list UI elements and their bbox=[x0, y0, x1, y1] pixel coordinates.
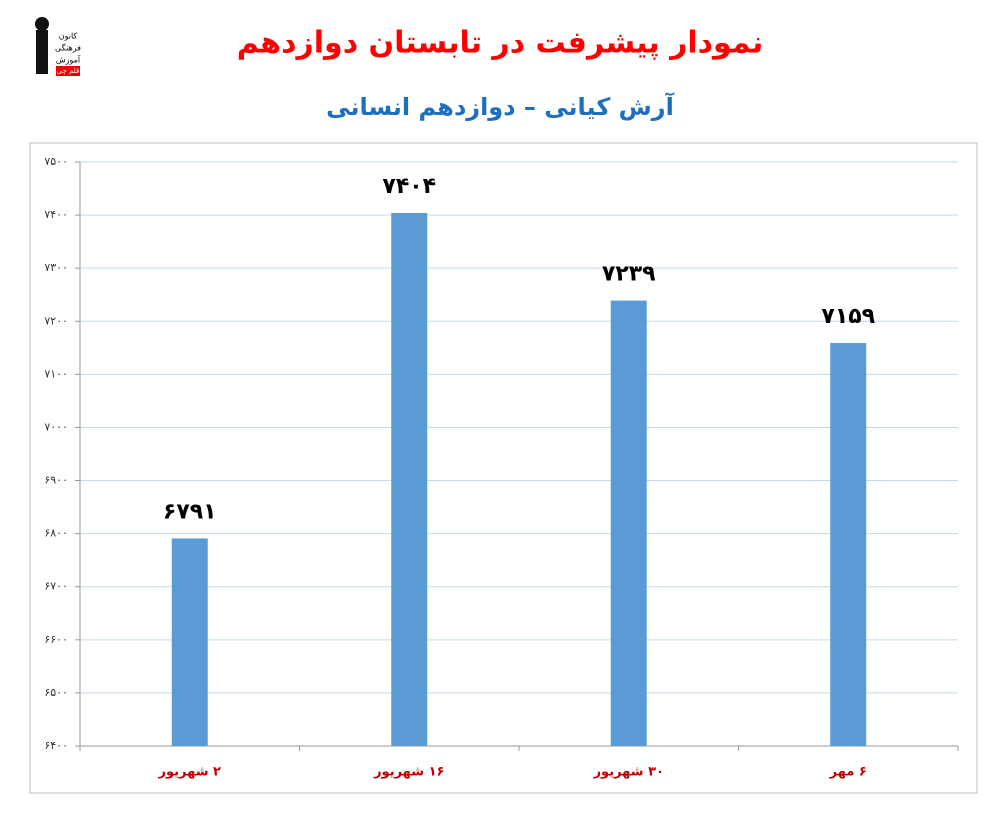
y-tick-label: ۷۱۰۰ bbox=[44, 367, 68, 380]
y-tick-label: ۷۴۰۰ bbox=[44, 208, 68, 221]
logo-figure bbox=[36, 30, 48, 74]
logo-text: کانون bbox=[59, 32, 78, 41]
x-tick-label: ۳۰ شهریور bbox=[593, 765, 664, 780]
y-tick-label: ۶۷۰۰ bbox=[44, 580, 68, 593]
y-tick-label: ۶۵۰۰ bbox=[44, 686, 68, 699]
x-tick-label: ۶ مهر bbox=[829, 765, 867, 780]
chart-title: نمودار پیشرفت در تابستان دوازدهم bbox=[237, 26, 763, 61]
y-tick-label: ۷۳۰۰ bbox=[44, 261, 68, 274]
bar bbox=[610, 300, 647, 746]
bar bbox=[391, 212, 428, 746]
y-tick-label: ۷۲۰۰ bbox=[44, 314, 68, 327]
chart-frame bbox=[29, 142, 978, 794]
value-label: ۷۴۰۴ bbox=[382, 174, 436, 199]
y-tick-label: ۶۶۰۰ bbox=[44, 633, 68, 646]
y-tick-label: ۶۴۰۰ bbox=[44, 739, 68, 752]
chart-subtitle: آرش کیانی – دوازدهم انسانی bbox=[326, 92, 674, 121]
bar bbox=[830, 343, 867, 746]
logo: کانون فرهنگی آموزش قلم چی bbox=[35, 17, 81, 76]
value-label: ۶۷۹۱ bbox=[163, 499, 217, 524]
logo-head bbox=[35, 17, 49, 31]
value-label: ۷۱۵۹ bbox=[821, 304, 875, 329]
logo-badge-bg bbox=[56, 66, 80, 76]
y-tick-label: ۷۵۰۰ bbox=[44, 155, 68, 168]
x-tick-label: ۱۶ شهریور bbox=[373, 765, 444, 780]
y-tick-label: ۷۰۰۰ bbox=[44, 420, 68, 433]
logo-badge: قلم چی bbox=[57, 67, 80, 75]
x-tick-label: ۲ شهریور bbox=[158, 765, 222, 780]
bar bbox=[171, 538, 208, 746]
y-tick-label: ۶۸۰۰ bbox=[44, 527, 68, 540]
value-label: ۷۲۳۹ bbox=[602, 262, 656, 287]
logo-text: فرهنگی bbox=[55, 43, 81, 53]
logo-text: آموزش bbox=[56, 55, 81, 65]
y-tick-label: ۶۹۰۰ bbox=[44, 474, 68, 487]
